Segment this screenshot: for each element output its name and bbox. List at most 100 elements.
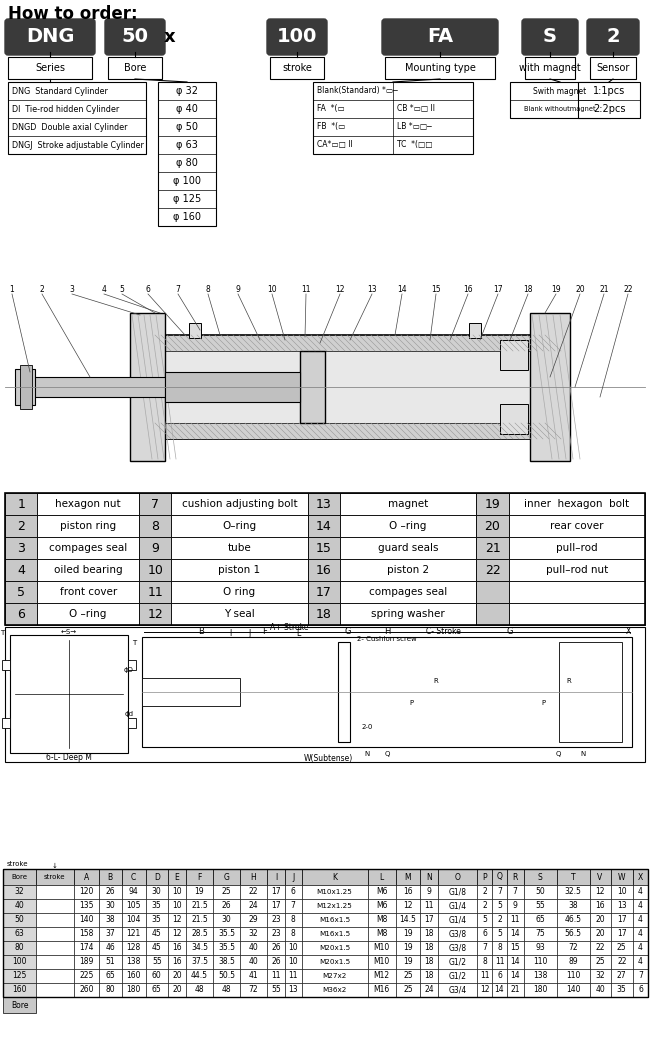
Bar (99, 941, 122, 955)
Bar (556, 913, 590, 928)
Bar (240, 885, 267, 899)
Text: 94: 94 (129, 887, 138, 897)
Bar (168, 913, 186, 928)
Text: hexagon nut: hexagon nut (55, 499, 121, 509)
Text: 21: 21 (510, 986, 520, 994)
Text: 13: 13 (367, 285, 377, 295)
Bar (186, 899, 213, 913)
Bar (633, 885, 648, 899)
Text: 10: 10 (289, 957, 298, 967)
Text: 21.5: 21.5 (191, 916, 208, 924)
Bar (213, 869, 240, 885)
Bar (213, 941, 240, 955)
Text: 13: 13 (617, 901, 627, 911)
Text: 4: 4 (638, 887, 643, 897)
Bar (500, 404, 528, 434)
Text: W: W (618, 872, 625, 882)
Bar (122, 969, 146, 983)
Text: 30: 30 (105, 901, 115, 911)
Text: 11: 11 (271, 972, 281, 981)
Bar (36, 928, 73, 941)
Text: 7: 7 (513, 887, 517, 897)
Text: 72: 72 (249, 986, 258, 994)
Text: 121: 121 (126, 930, 140, 938)
Bar (367, 885, 396, 899)
Bar (396, 969, 420, 983)
Bar (186, 955, 213, 969)
Text: Mounting type: Mounting type (404, 63, 475, 73)
Bar (610, 913, 633, 928)
Bar (476, 493, 509, 515)
Text: S: S (543, 28, 557, 47)
Bar (492, 983, 507, 997)
Bar (99, 899, 122, 913)
Bar (340, 515, 476, 537)
Bar (302, 913, 367, 928)
Text: 21: 21 (599, 285, 609, 295)
Bar (556, 983, 590, 997)
Text: 40: 40 (248, 957, 259, 967)
Bar (213, 983, 240, 997)
Bar (5, 537, 37, 559)
Text: 15: 15 (316, 542, 332, 554)
Bar (189, 323, 201, 338)
Text: 16: 16 (316, 564, 332, 577)
Text: 140: 140 (566, 986, 580, 994)
Text: G1/4: G1/4 (448, 901, 467, 911)
Text: ←S→: ←S→ (61, 629, 77, 635)
Text: 55: 55 (535, 901, 545, 911)
Text: M12: M12 (374, 972, 390, 981)
FancyBboxPatch shape (105, 19, 165, 55)
Text: 180: 180 (533, 986, 547, 994)
Text: 10: 10 (267, 285, 277, 295)
Text: 18: 18 (424, 943, 434, 953)
Text: 135: 135 (79, 901, 94, 911)
Bar (186, 983, 213, 997)
Text: G1/8: G1/8 (448, 887, 467, 897)
Text: 65: 65 (152, 986, 162, 994)
Text: 18: 18 (316, 607, 332, 620)
Bar (396, 885, 420, 899)
Text: J: J (292, 872, 294, 882)
Bar (302, 899, 367, 913)
Text: 46: 46 (105, 943, 115, 953)
Text: M36x2: M36x2 (322, 987, 346, 993)
Bar (307, 581, 340, 603)
Text: 55: 55 (152, 957, 162, 967)
Bar (302, 869, 367, 885)
Text: 51: 51 (105, 957, 115, 967)
Text: 2:2pcs: 2:2pcs (593, 104, 625, 114)
Text: 26: 26 (222, 901, 231, 911)
Text: φ 50: φ 50 (176, 122, 198, 132)
Text: 2- Cushion screw: 2- Cushion screw (357, 636, 417, 642)
Text: 2: 2 (606, 28, 620, 47)
Text: 32: 32 (249, 930, 258, 938)
Bar (610, 928, 633, 941)
Bar (267, 983, 285, 997)
Text: How to order:: How to order: (8, 5, 138, 23)
Bar (590, 913, 610, 928)
Bar (420, 869, 438, 885)
Text: 75: 75 (535, 930, 545, 938)
Bar (302, 969, 367, 983)
Text: M8: M8 (376, 930, 387, 938)
Bar (270, 57, 324, 80)
Bar (3, 955, 36, 969)
Text: 10: 10 (148, 564, 163, 577)
Text: L: L (380, 872, 384, 882)
Text: pull–rod nut: pull–rod nut (546, 565, 608, 575)
Bar (302, 955, 367, 969)
Bar (285, 885, 302, 899)
FancyBboxPatch shape (522, 19, 578, 55)
Text: G3/8: G3/8 (448, 943, 467, 953)
Text: R: R (513, 872, 518, 882)
Bar (492, 899, 507, 913)
Text: 9: 9 (426, 887, 432, 897)
Bar (300, 351, 325, 423)
Bar (30, 377, 165, 398)
Text: F: F (198, 872, 202, 882)
Text: A: A (84, 872, 89, 882)
Text: Bore: Bore (124, 63, 146, 73)
Text: 35.5: 35.5 (218, 943, 235, 953)
Bar (590, 885, 610, 899)
